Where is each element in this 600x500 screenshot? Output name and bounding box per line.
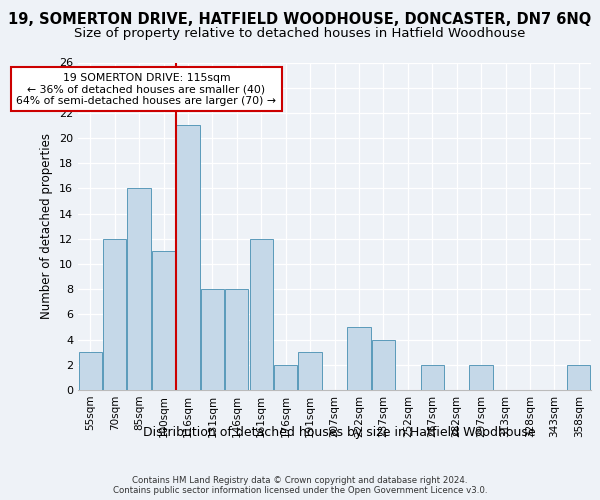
Bar	[421, 365, 444, 390]
Bar	[347, 327, 371, 390]
Text: Contains HM Land Registry data © Crown copyright and database right 2024.
Contai: Contains HM Land Registry data © Crown c…	[113, 476, 487, 495]
Y-axis label: Number of detached properties: Number of detached properties	[40, 133, 53, 320]
Bar	[127, 188, 151, 390]
Bar	[103, 239, 126, 390]
Bar	[274, 365, 297, 390]
Text: 19 SOMERTON DRIVE: 115sqm
← 36% of detached houses are smaller (40)
64% of semi-: 19 SOMERTON DRIVE: 115sqm ← 36% of detac…	[16, 72, 277, 106]
Text: Distribution of detached houses by size in Hatfield Woodhouse: Distribution of detached houses by size …	[143, 426, 535, 439]
Bar	[201, 289, 224, 390]
Bar	[176, 126, 200, 390]
Bar	[152, 252, 175, 390]
Text: Size of property relative to detached houses in Hatfield Woodhouse: Size of property relative to detached ho…	[74, 28, 526, 40]
Bar	[372, 340, 395, 390]
Bar	[79, 352, 102, 390]
Bar	[225, 289, 248, 390]
Bar	[469, 365, 493, 390]
Text: 19, SOMERTON DRIVE, HATFIELD WOODHOUSE, DONCASTER, DN7 6NQ: 19, SOMERTON DRIVE, HATFIELD WOODHOUSE, …	[8, 12, 592, 28]
Bar	[250, 239, 273, 390]
Bar	[567, 365, 590, 390]
Bar	[298, 352, 322, 390]
